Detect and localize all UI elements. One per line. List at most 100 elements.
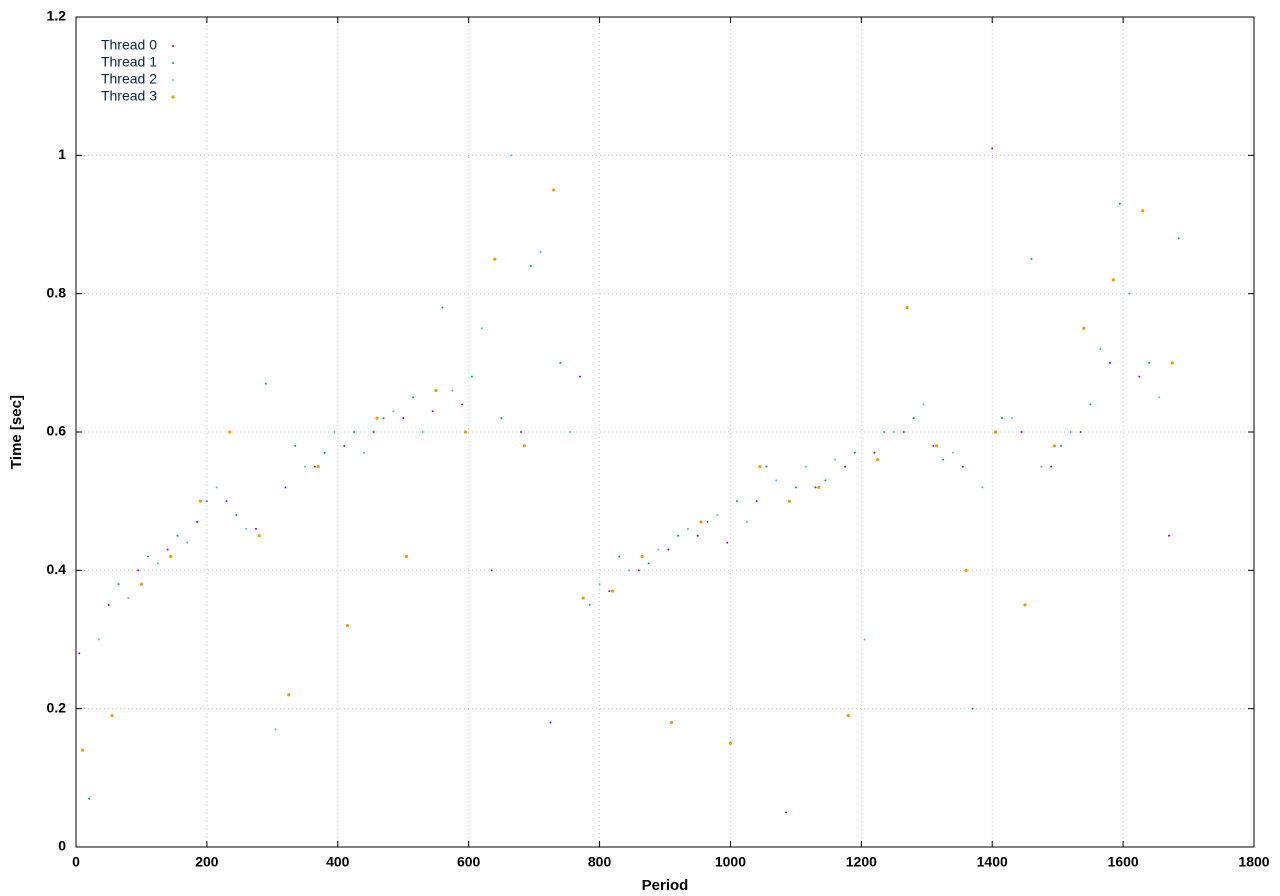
data-point [552,188,556,192]
data-point [775,479,778,482]
data-point [1111,278,1115,282]
data-point [294,444,297,447]
data-point [345,624,350,628]
data-point [728,741,733,745]
data-point [441,306,444,309]
data-point [137,569,140,572]
data-point [375,416,379,420]
x-tick-label: 1800 [1238,854,1269,870]
data-point [362,451,365,454]
data-point [549,721,552,724]
data-point [934,444,939,448]
data-point [186,541,189,544]
legend-label: Thread 0 [101,37,157,53]
data-point [198,499,202,503]
data-point [1128,292,1131,295]
legend-label: Thread 2 [101,71,157,87]
data-point [971,707,974,710]
y-tick-label: 0.8 [47,284,67,300]
data-point [451,389,454,392]
data-point [353,431,356,433]
plot-frame [75,16,1255,848]
y-tick-label: 0.6 [47,423,67,439]
data-point [696,534,699,537]
data-point [156,562,159,565]
legend-marker [172,79,174,81]
data-point [274,728,277,731]
data-point [139,582,144,586]
data-point [117,583,120,586]
x-tick-label: 600 [457,854,481,870]
data-point [745,520,748,523]
data-point [765,465,768,468]
x-tick-label: 800 [588,854,612,870]
data-point [667,548,670,551]
data-point [500,417,503,420]
data-point [88,797,91,800]
data-point [1023,603,1027,607]
data-point [510,154,513,157]
data-point [863,638,866,641]
data-point [1167,534,1170,537]
data-point [873,451,876,454]
data-point [735,500,738,503]
x-tick-label: 1000 [715,854,746,870]
data-point [412,396,415,399]
data-point [431,410,434,413]
data-point [264,382,267,385]
data-point [284,486,287,489]
data-point [80,748,85,752]
data-point [127,597,130,599]
data-point [287,693,291,697]
data-point [932,444,935,447]
data-point [1170,361,1174,365]
data-point [991,147,994,150]
data-point [522,444,526,448]
data-point [993,430,998,434]
data-point [225,500,228,503]
data-point [1010,417,1013,420]
data-point [1059,444,1062,447]
data-point [146,555,149,558]
data-point [853,451,856,454]
data-point [657,548,660,551]
data-point [846,713,850,718]
data-point [1158,396,1161,399]
data-point [1069,431,1072,433]
data-point [1148,361,1151,364]
data-point [922,403,925,406]
x-tick-label: 400 [326,854,350,870]
data-point [640,554,644,559]
data-point [611,589,615,593]
x-tick-label: 1600 [1108,854,1139,870]
y-tick-label: 1.2 [47,8,67,24]
data-point [876,458,880,462]
data-point [581,596,585,600]
data-point [699,520,703,524]
data-point [235,514,238,516]
data-point [804,465,807,468]
y-tick-label: 0.2 [47,699,67,715]
data-point [942,458,945,461]
x-tick-label: 0 [72,854,80,870]
data-point [598,583,601,586]
data-point [1089,403,1092,406]
legend-label: Thread 1 [101,54,157,70]
data-point [316,464,320,469]
data-point [382,417,385,420]
data-point [343,444,346,447]
data-point [559,361,562,364]
data-point [628,569,631,572]
data-point [1079,431,1082,433]
data-point [1177,237,1180,240]
data-point [529,265,532,267]
data-point [618,555,621,558]
y-tick-label: 1 [58,146,66,162]
data-point [97,638,100,641]
x-tick-label: 200 [195,854,219,870]
data-point [686,527,689,530]
data-point [1082,326,1086,330]
x-axis-title: Period [642,877,689,894]
y-tick-label: 0.4 [47,561,67,577]
data-point [669,720,674,725]
